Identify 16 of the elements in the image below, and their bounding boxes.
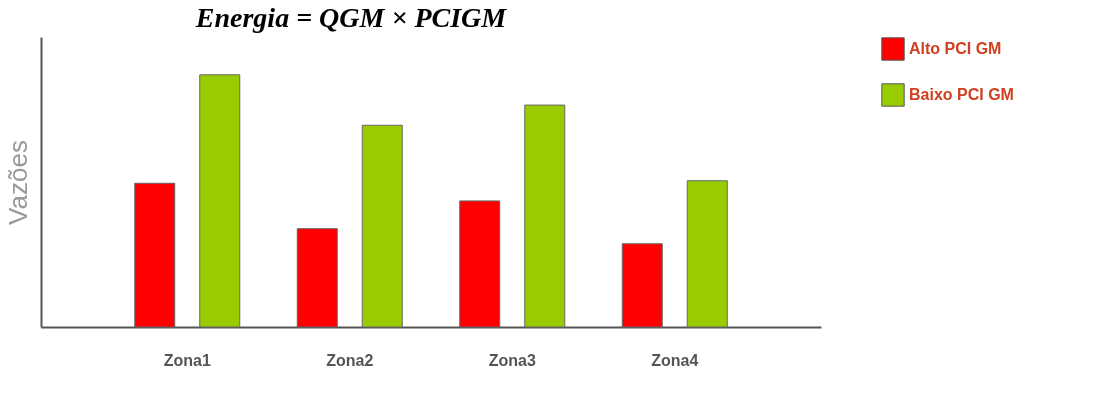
x-tick-label: Zona4 [651, 351, 699, 369]
bar [296, 228, 338, 328]
bar [621, 243, 663, 328]
bar [199, 74, 241, 328]
chart-title: Energia = QGM × PCIGM [194, 2, 508, 33]
bar [686, 180, 728, 328]
bar [524, 104, 566, 328]
legend-label: Baixo PCI GM [909, 86, 1014, 103]
bar [459, 200, 501, 328]
bar [361, 124, 403, 328]
y-axis-title: Vazões [2, 140, 33, 225]
x-tick-label: Zona3 [488, 351, 536, 369]
bar [134, 182, 176, 328]
legend-label: Alto PCI GM [909, 40, 1002, 57]
x-tick-label: Zona2 [326, 351, 374, 369]
x-tick-label: Zona1 [163, 351, 211, 369]
